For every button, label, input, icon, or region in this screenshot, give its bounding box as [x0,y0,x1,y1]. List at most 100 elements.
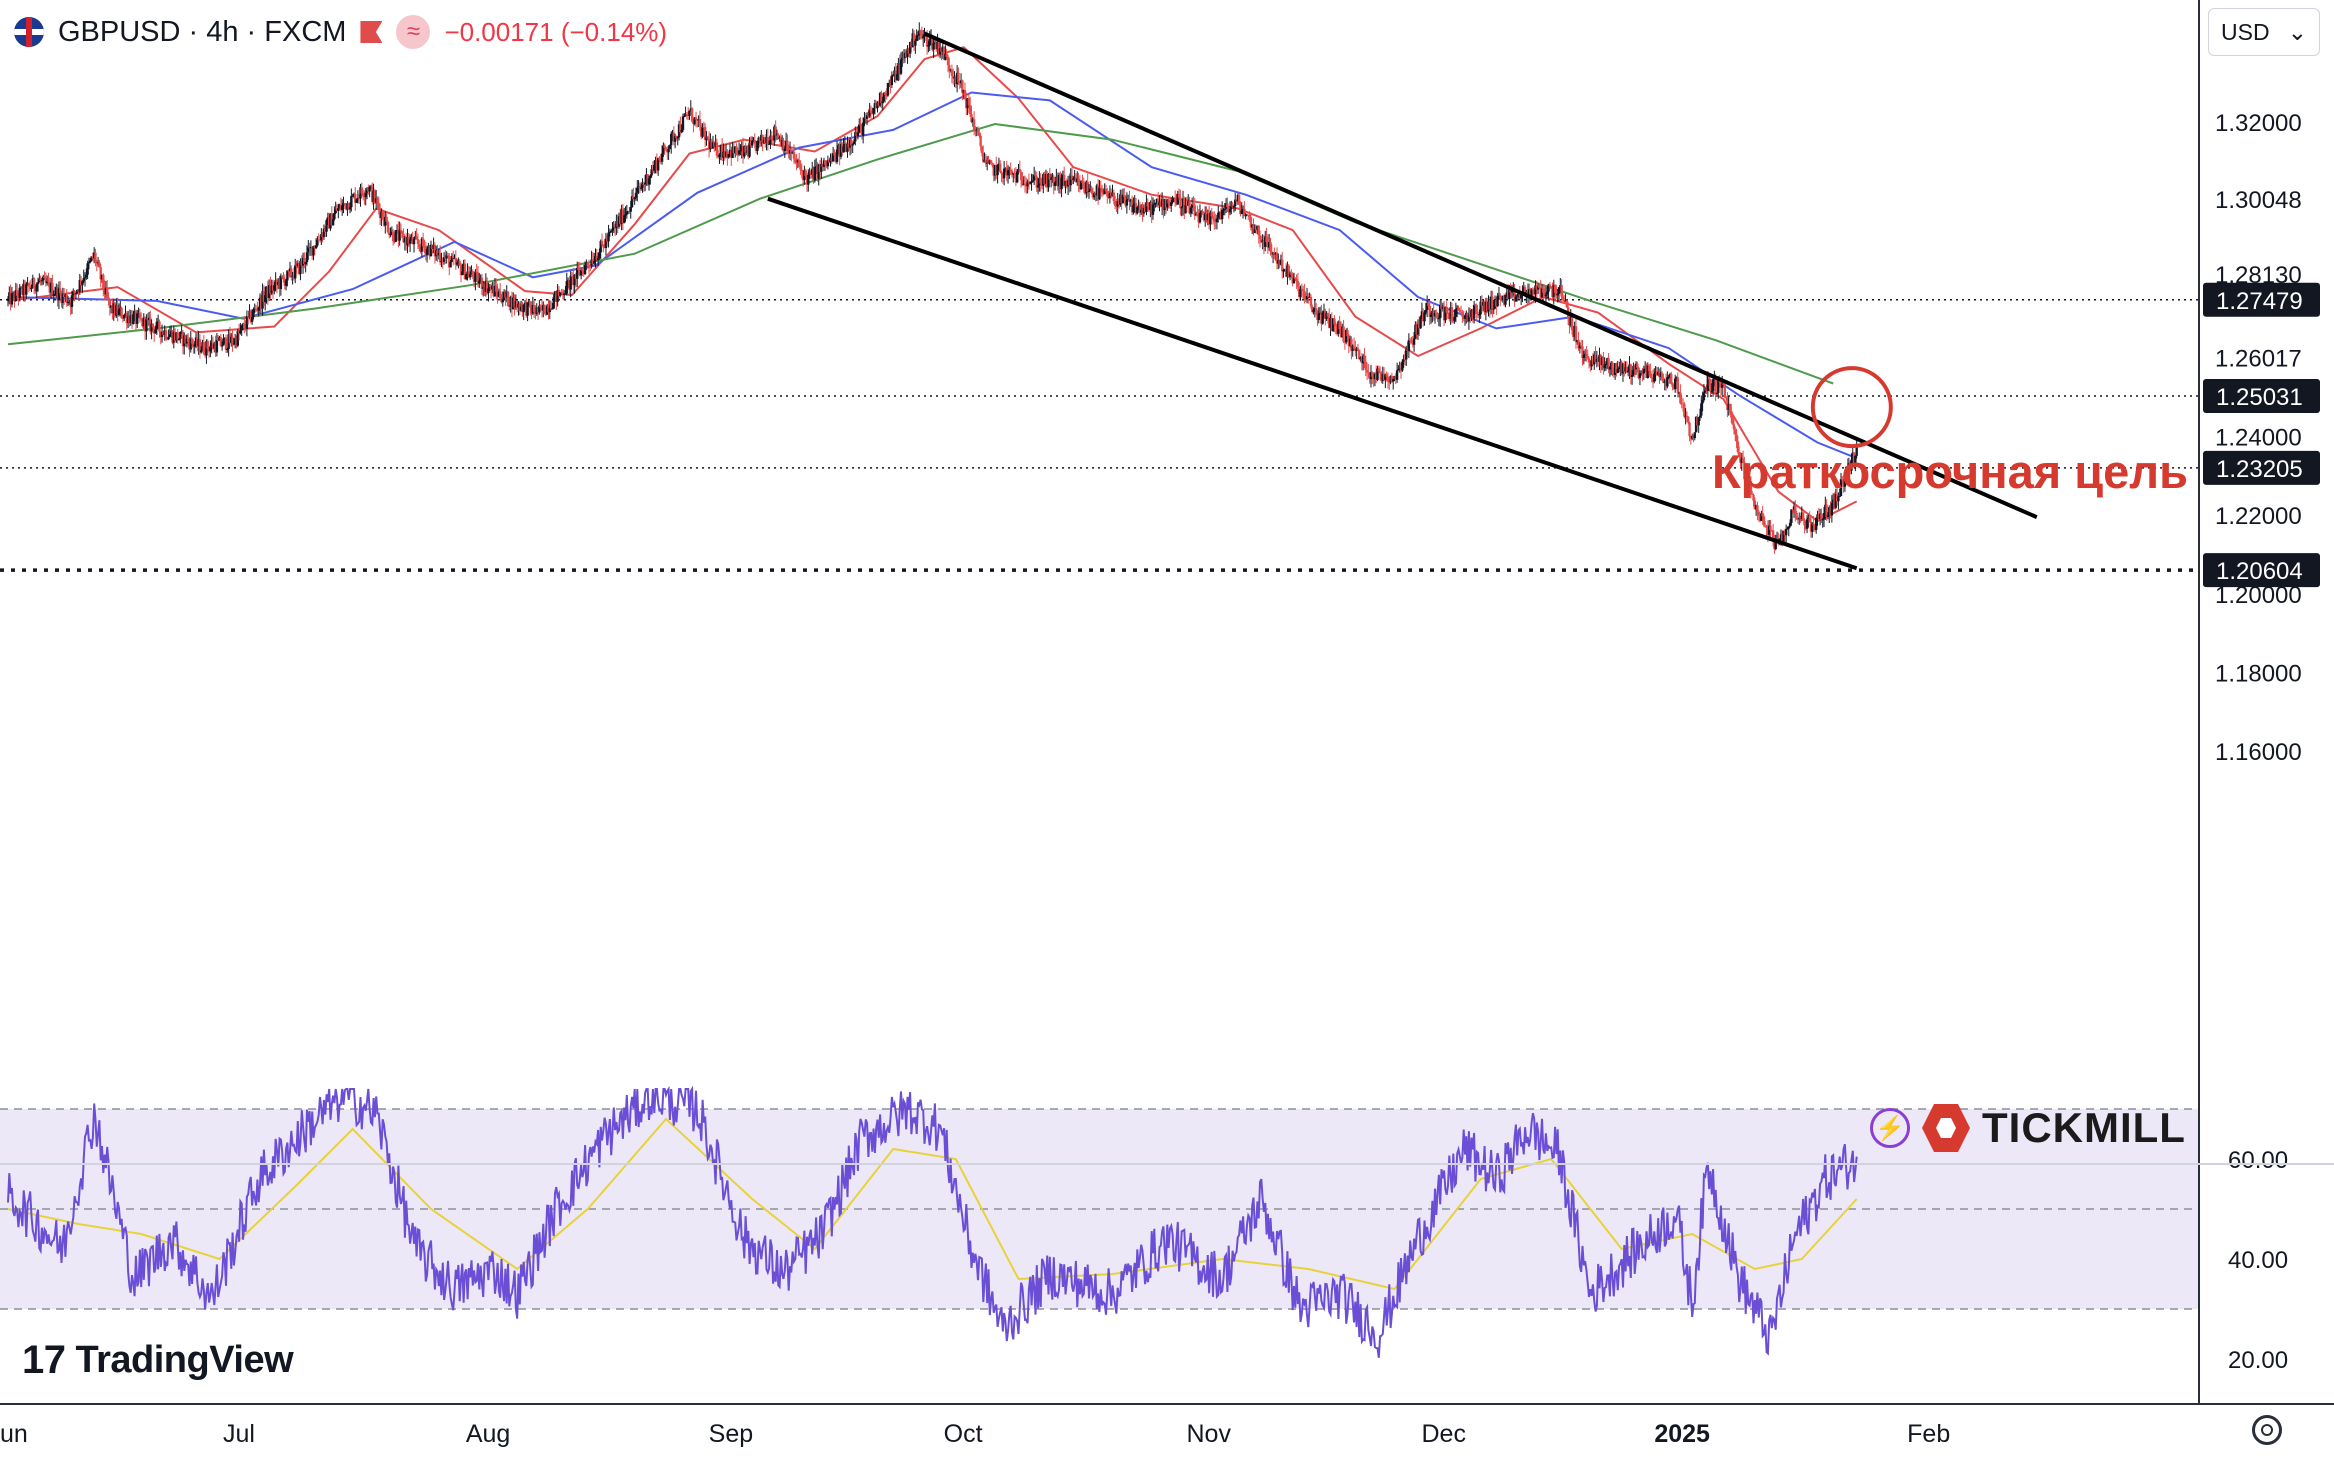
candle-body [142,317,145,327]
candle-body [1217,212,1220,219]
candle-body [64,294,67,297]
candle-body [512,297,515,310]
candle-body [727,154,730,158]
candle-body [1322,310,1326,313]
candle-body [1578,345,1582,349]
candle-body [189,338,192,350]
candle-body [548,307,552,313]
candle-body [1313,308,1317,310]
candle-body [595,256,599,261]
candle-body [552,297,555,309]
candle-body [1740,458,1743,463]
rsi-tick-label: 40.00 [2228,1247,2288,1274]
candle-body [1121,195,1125,204]
candle-body [1262,240,1266,247]
candle-body [1046,173,1049,188]
candle-body [1002,168,1006,179]
candle-body [1141,209,1144,214]
candle-body [445,255,448,259]
level-price-tag[interactable] [2203,553,2320,588]
candle-body [1411,341,1414,345]
candle-body [316,239,319,246]
candle-body [1167,200,1170,204]
candle-body [1049,178,1053,180]
candle-body [1621,363,1625,374]
candle-body [532,305,536,312]
level-price-tag[interactable] [2203,450,2320,485]
candle-body [582,270,585,275]
gear-icon[interactable] [2252,1415,2282,1445]
candle-body [1630,374,1634,378]
candle-body [611,228,614,231]
candle-body [1471,309,1475,319]
candle-body [651,169,655,171]
candle-body [637,186,640,188]
tradingview-mark-icon: 17 [22,1338,66,1382]
candle-body [1563,299,1566,301]
candle-body [262,291,266,303]
candle-body [1240,210,1243,215]
candle-body [1281,259,1284,272]
candle-body [1535,285,1539,290]
candle-body [1036,185,1040,188]
level-price-tag[interactable] [2203,282,2320,317]
candle-body [351,195,354,197]
time-axis[interactable]: un Jul Aug Sep Oct Nov Dec 2025 Feb [0,1420,1950,1448]
candle-body [1766,527,1770,535]
channel-line[interactable] [767,196,1858,571]
candle-body [441,260,444,262]
candle-body [868,110,871,117]
price-axis[interactable]: 1.160001.180001.200001.220001.240001.260… [2203,110,2320,766]
level-price-tag[interactable] [2203,379,2320,414]
currency-selector[interactable]: USD ⌄ [2208,8,2320,56]
candle-body [1230,206,1233,210]
candle-body [1104,188,1108,192]
candle-body [386,221,390,233]
candle-body [491,285,494,290]
candle-body [55,287,58,295]
symbol-title[interactable]: GBPUSD · 4h · FXCM [58,15,347,48]
candle-body [1748,477,1751,482]
candle-body [286,270,289,281]
candle-body [1838,496,1841,498]
candle-body [530,307,533,314]
candle-body [633,197,636,199]
candle-body [1053,182,1057,186]
main-pane[interactable] [0,0,2200,1165]
candle-body [1305,296,1309,300]
candle-body [827,160,831,163]
wave-icon[interactable]: ≈ [396,15,431,49]
candle-body [1314,308,1318,311]
candle-body [1235,199,1238,202]
candle-body [1055,176,1058,183]
price-tick-label: 1.26017 [2215,345,2302,372]
candle-body [107,297,110,300]
candle-body [1711,379,1715,392]
candle-body [958,82,961,84]
candle-body [1261,240,1264,243]
candle-body [1224,203,1228,209]
candle-body [619,216,622,224]
candle-body [538,305,541,313]
candle-body [1056,176,1059,187]
candle-body [1094,193,1097,196]
candle-body [59,288,62,293]
candle-body [1059,174,1062,190]
channel-line[interactable] [923,31,2038,520]
candle-body [1236,195,1240,202]
channel-lines[interactable] [767,31,2038,571]
candle-body [167,336,170,340]
flag-marker-icon[interactable] [360,21,383,43]
candle-body [403,238,407,243]
candle-body [1140,209,1143,213]
candle-body [240,325,243,331]
candle-body [1585,353,1588,356]
candle-body [1120,194,1123,204]
candle-body [565,281,568,294]
candle-body [1132,205,1135,213]
candle-body [1180,207,1183,209]
candle-body [531,305,535,314]
candle-body [1519,294,1523,299]
symbol-header[interactable]: GBPUSD · 4h · FXCM ≈ −0.00171 (−0.14%) [14,12,667,52]
